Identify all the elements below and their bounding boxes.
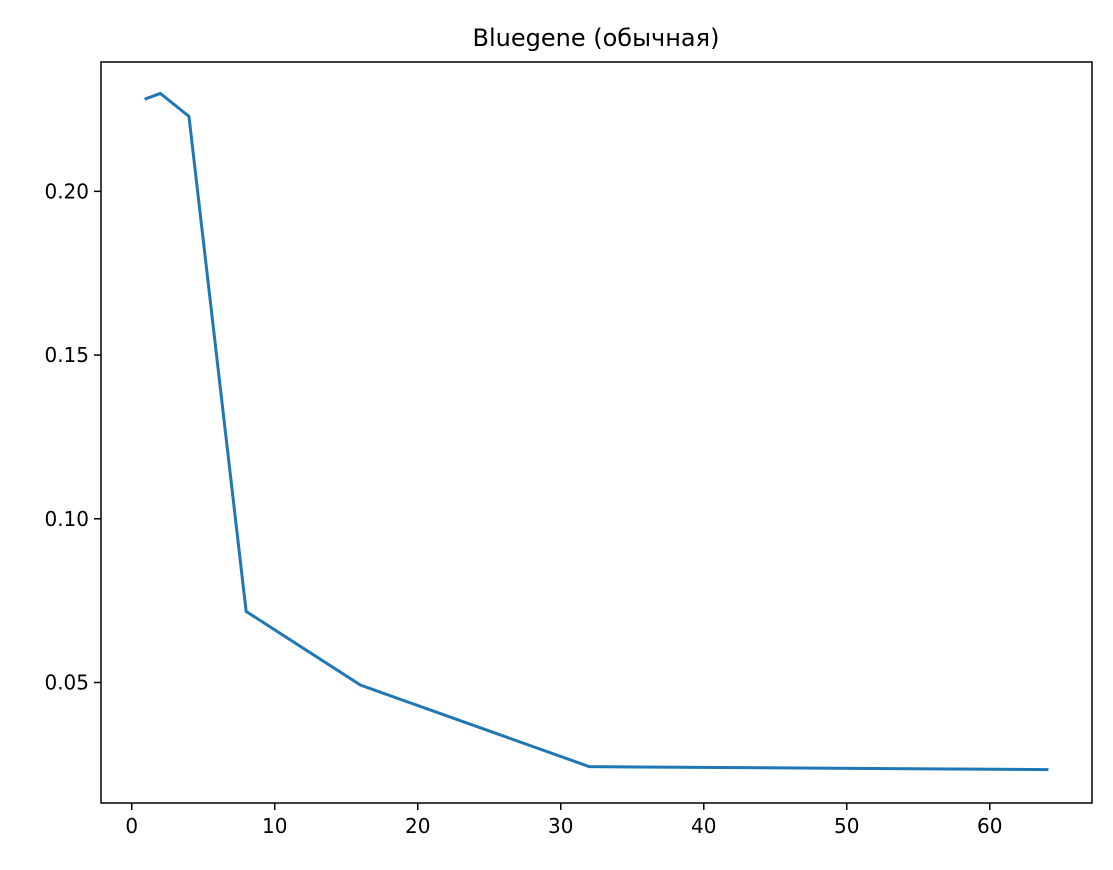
- axes-frame: [100, 61, 1093, 804]
- plot-area: 0 10 20 30 40 50 60 0.05 0.10 0.15 0.20: [44, 91, 1049, 838]
- x-tick-label: 10: [262, 814, 287, 838]
- x-tick-label: 40: [691, 814, 716, 838]
- y-tick-label: 0.20: [44, 179, 89, 203]
- chart-title: Bluegene (обычная): [473, 24, 720, 52]
- y-tick-label: 0.15: [44, 343, 89, 367]
- x-tick-label: 60: [977, 814, 1002, 838]
- y-tick-label: 0.10: [44, 507, 89, 531]
- x-tick-label: 0: [125, 814, 138, 838]
- x-tick-label: 20: [405, 814, 430, 838]
- x-tick-label: 30: [548, 814, 573, 838]
- x-tick-label: 50: [834, 814, 859, 838]
- y-tick-label: 0.05: [44, 671, 89, 695]
